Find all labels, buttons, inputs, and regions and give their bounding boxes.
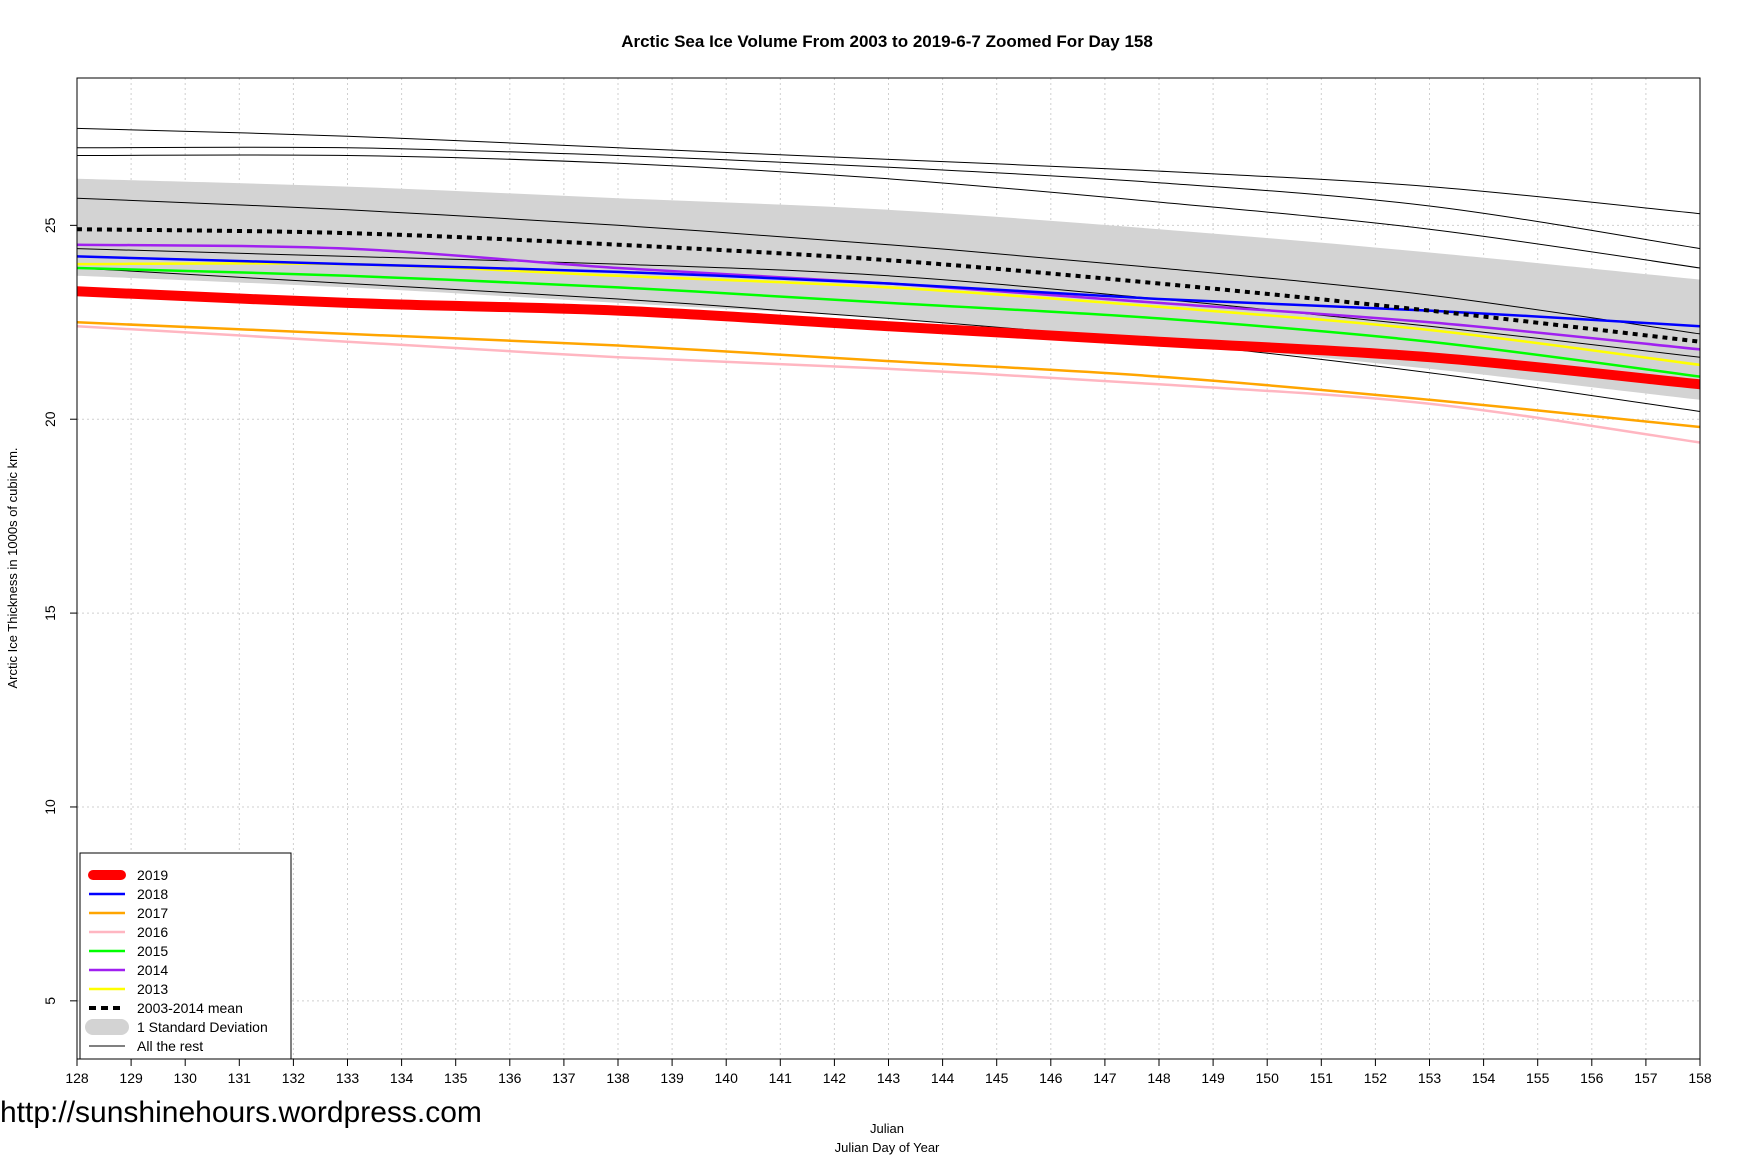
y-tick-label: 20 (42, 411, 58, 427)
x-tick-label: 148 (1147, 1070, 1171, 1086)
y-tick-label: 15 (42, 605, 58, 621)
rest-line (76, 154, 1701, 269)
x-tick-label: 140 (715, 1070, 739, 1086)
legend-label: 2017 (137, 905, 168, 921)
x-tick-label: 150 (1256, 1070, 1280, 1086)
std-deviation-band (77, 178, 1700, 400)
x-tick-label: 133 (336, 1070, 360, 1086)
rest-line (76, 146, 1701, 250)
x-axis: 128 129 130 131 132 133 134 135 136 137 138 139 140 1… (65, 1059, 1712, 1086)
legend-label: 1 Standard Deviation (137, 1019, 268, 1035)
x-tick-label: 137 (552, 1070, 576, 1086)
x-tick-label: 143 (877, 1070, 901, 1086)
x-tick-label: 139 (660, 1070, 684, 1086)
x-tick-label: 129 (119, 1070, 143, 1086)
legend-label: 2019 (137, 867, 168, 883)
mean-line (76, 227, 1701, 344)
legend-label: 2013 (137, 981, 168, 997)
x-tick-label: 155 (1526, 1070, 1550, 1086)
x-axis-sublabel: Julian Day of Year (835, 1140, 940, 1155)
rest-lines-layer (76, 127, 1701, 412)
x-tick-label: 134 (390, 1070, 414, 1086)
rest-line (76, 127, 1701, 215)
rest-line (76, 197, 1701, 335)
legend: 2019 2018 2017 2016 2015 2014 2013 2003-2014 me… (79, 852, 292, 1060)
y-tick-label: 25 (42, 217, 58, 233)
series-line-2017 (76, 321, 1701, 429)
y-axis: 5 10 15 20 25 (42, 217, 77, 1005)
x-tick-label: 136 (498, 1070, 522, 1086)
x-tick-label: 153 (1418, 1070, 1442, 1086)
legend-label: 2015 (137, 943, 168, 959)
x-tick-label: 145 (985, 1070, 1009, 1086)
legend-label: 2018 (137, 886, 168, 902)
chart-title: Arctic Sea Ice Volume From 2003 to 2019-… (621, 32, 1153, 51)
series-line-2019 (76, 286, 1701, 390)
x-tick-label: 141 (769, 1070, 793, 1086)
y-axis-label: Arctic Ice Thickness in 1000s of cubic k… (5, 447, 20, 688)
x-tick-label: 151 (1310, 1070, 1334, 1086)
x-tick-label: 128 (65, 1070, 89, 1086)
rest-line (76, 267, 1701, 412)
x-tick-label: 157 (1634, 1070, 1658, 1086)
legend-label: 2003-2014 mean (137, 1000, 243, 1016)
std-band-layer (77, 178, 1700, 400)
x-tick-label: 130 (174, 1070, 198, 1086)
x-tick-label: 135 (444, 1070, 468, 1086)
x-tick-label: 138 (606, 1070, 630, 1086)
x-tick-label: 142 (823, 1070, 847, 1086)
x-tick-label: 144 (931, 1070, 955, 1086)
x-tick-label: 158 (1688, 1070, 1712, 1086)
y-tick-label: 5 (42, 997, 58, 1005)
series-line-2018 (76, 255, 1701, 328)
legend-label: All the rest (137, 1038, 203, 1054)
watermark-url: http://sunshinehours.wordpress.com (0, 1096, 482, 1129)
y-tick-label: 10 (42, 799, 58, 815)
legend-label: 2016 (137, 924, 168, 940)
series-line-2015 (76, 266, 1701, 378)
rest-line (76, 248, 1701, 358)
x-tick-label: 132 (282, 1070, 306, 1086)
x-axis-label: Julian (870, 1121, 904, 1136)
legend-label: 2014 (137, 962, 168, 978)
x-tick-label: 154 (1472, 1070, 1496, 1086)
x-tick-label: 152 (1364, 1070, 1388, 1086)
series-layer (76, 243, 1701, 444)
x-tick-label: 131 (228, 1070, 252, 1086)
x-tick-label: 156 (1580, 1070, 1604, 1086)
mean-layer (76, 227, 1701, 344)
x-tick-label: 149 (1201, 1070, 1225, 1086)
x-tick-label: 147 (1093, 1070, 1117, 1086)
x-tick-label: 146 (1039, 1070, 1063, 1086)
series-line-2016 (76, 324, 1701, 444)
